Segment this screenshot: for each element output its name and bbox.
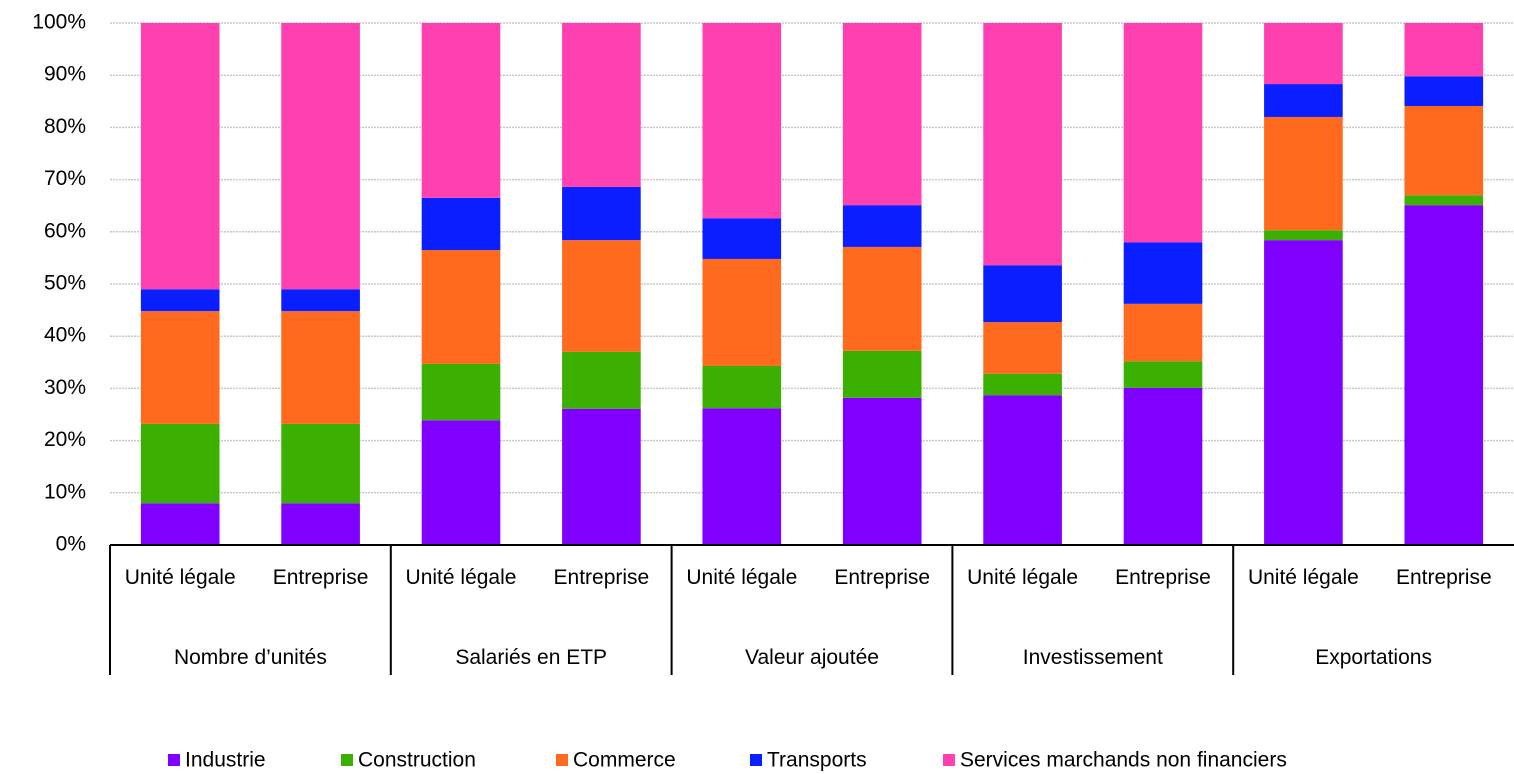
bar-segment [421, 363, 501, 421]
bar-segment [421, 250, 501, 364]
bar-segment [842, 246, 922, 351]
legend-swatch [750, 754, 762, 766]
bar-segment [281, 289, 360, 312]
bar-segment [562, 240, 641, 352]
legend-swatch [341, 754, 353, 766]
bar-segment [842, 350, 922, 398]
group-label: Salariés en ETP [455, 646, 608, 669]
group-label: Exportations [1315, 646, 1432, 669]
y-tick-label: 40% [44, 324, 86, 347]
bar-segment [140, 311, 220, 424]
bar-segment [1123, 303, 1203, 362]
bar-segment [1404, 23, 1484, 77]
legend-label: Construction [358, 749, 476, 772]
bar-segment [983, 322, 1062, 374]
group-label: Investissement [1022, 646, 1163, 669]
bar-segment [842, 397, 922, 545]
bar-segment [702, 408, 782, 545]
bar-segment [421, 420, 501, 545]
y-tick-label: 50% [44, 272, 86, 295]
bar-segment [1264, 23, 1343, 85]
bar-segment [702, 218, 782, 259]
bar-segment [1123, 242, 1203, 304]
x-tick-label: Entreprise [834, 566, 931, 589]
bar-segment [140, 23, 220, 290]
x-tick-label: Entreprise [272, 566, 369, 589]
y-tick-label: 70% [44, 167, 86, 190]
x-tick-label: Unité légale [686, 566, 798, 589]
legend-swatch [168, 754, 180, 766]
bar-segment [562, 408, 641, 545]
bar-segment [1264, 116, 1343, 231]
bar-segment [562, 23, 641, 187]
bar-segment [983, 23, 1062, 266]
bar-segment [983, 395, 1062, 545]
bar-segment [1404, 105, 1484, 196]
bar-segment [1264, 84, 1343, 117]
x-tick-label: Unité légale [1247, 566, 1359, 589]
y-tick-label: 80% [44, 115, 86, 138]
legend-label: Commerce [573, 749, 676, 772]
bar-segment [702, 23, 782, 219]
bar-segment [702, 258, 782, 366]
legend-label: Transports [767, 749, 867, 772]
bar-segment [281, 423, 360, 504]
y-tick-label: 90% [44, 63, 86, 86]
bar-segment [140, 503, 220, 545]
bar-segment [281, 311, 360, 424]
x-tick-label: Entreprise [1115, 566, 1211, 589]
x-tick-label: Entreprise [553, 566, 650, 589]
bar-segment [702, 365, 782, 409]
group-label: Nombre d’unités [173, 646, 327, 669]
bar-segment [421, 197, 501, 251]
legend-swatch [943, 754, 955, 766]
bar-segment [1123, 387, 1203, 545]
x-tick-label: Unité légale [405, 566, 517, 589]
bar-segment [1264, 230, 1343, 241]
y-tick-label: 10% [44, 480, 86, 503]
bar-segment [140, 289, 220, 312]
bar-segment [842, 23, 922, 206]
bar-segment [140, 423, 220, 504]
legend-label: Services marchands non financiers [960, 749, 1287, 772]
x-tick-label: Unité légale [124, 566, 236, 589]
bar-segment [842, 205, 922, 247]
y-tick-label: 0% [56, 533, 86, 556]
bar-segment [1404, 195, 1484, 206]
legend-label: Industrie [185, 749, 266, 772]
bar-segment [1404, 76, 1484, 106]
y-tick-label: 30% [44, 376, 86, 399]
bar-segment [1123, 361, 1203, 388]
x-tick-label: Entreprise [1395, 566, 1492, 589]
bar-segment [1123, 23, 1203, 243]
bar-segment [562, 351, 641, 409]
bar-segment [983, 265, 1062, 323]
bar-segment [421, 23, 501, 198]
bar-segment [983, 373, 1062, 396]
y-tick-label: 20% [44, 428, 86, 451]
legend-swatch [556, 754, 568, 766]
bar-segment [1404, 205, 1484, 546]
group-label: Valeur ajoutée [745, 646, 879, 669]
y-tick-label: 100% [32, 11, 86, 34]
y-tick-label: 60% [44, 219, 86, 242]
x-tick-label: Unité légale [967, 566, 1079, 589]
bar-segment [281, 23, 360, 290]
bar-segment [562, 186, 641, 241]
bar-segment [281, 503, 360, 545]
bar-segment [1264, 240, 1343, 546]
